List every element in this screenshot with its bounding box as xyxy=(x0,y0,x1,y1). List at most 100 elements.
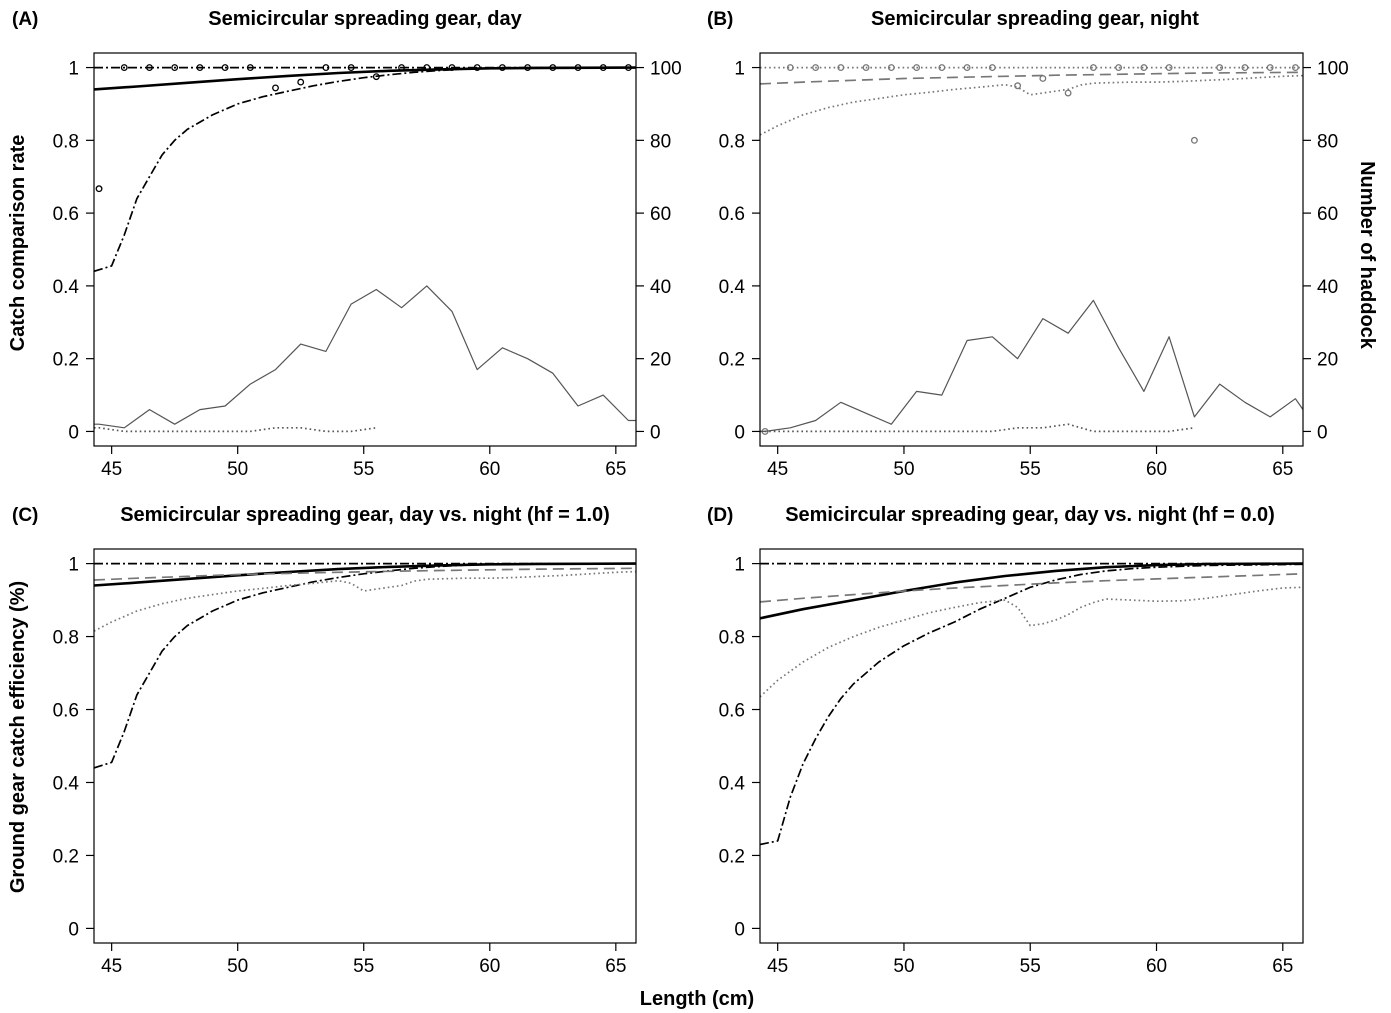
y2-tick-label: 0 xyxy=(1317,422,1328,443)
panel-b: 45 50 55 60 65 0 0.2 0.4 0.6 0.8 1 0 20 40 60 80 100 (B) S… xyxy=(707,8,1349,480)
series-group xyxy=(94,64,636,433)
y2-tick-label: 60 xyxy=(1317,204,1338,225)
series-line-4 xyxy=(94,285,636,429)
panel-d: 45 50 55 60 65 0 0.2 0.4 0.6 0.8 1 (D) Semicircular … xyxy=(707,504,1304,977)
y2-tick-label: 100 xyxy=(1317,59,1349,80)
y-tick-label: 0.4 xyxy=(53,773,80,794)
plot-frame xyxy=(93,52,637,447)
data-point xyxy=(347,64,355,72)
x-tick-label: 50 xyxy=(227,459,248,480)
x-tick-label: 65 xyxy=(605,956,626,977)
data-point xyxy=(1216,64,1224,72)
data-point xyxy=(913,64,921,72)
x-tick-label: 55 xyxy=(353,956,374,977)
y-tick-label: 0 xyxy=(734,422,745,443)
y2-tick-label: 100 xyxy=(650,59,682,80)
x-tick-label: 55 xyxy=(1020,956,1041,977)
data-point xyxy=(95,185,103,193)
x-tick-label: 65 xyxy=(1272,956,1293,977)
series-group xyxy=(760,64,1303,435)
y2-tick-label: 80 xyxy=(1317,131,1338,152)
y-tick-label: 0.6 xyxy=(719,701,745,722)
x-tick-label: 65 xyxy=(605,459,626,480)
data-point xyxy=(938,64,946,72)
y-axis-label-top-right: Number of haddock xyxy=(1356,161,1378,350)
data-point xyxy=(549,64,557,72)
data-point xyxy=(221,64,229,72)
data-point xyxy=(599,64,607,72)
y-tick-label: 0.2 xyxy=(53,846,79,867)
x-tick-label: 50 xyxy=(893,956,914,977)
data-point xyxy=(1165,64,1173,72)
series-group xyxy=(94,562,636,769)
data-point xyxy=(837,64,845,72)
y-tick-label: 0 xyxy=(734,919,745,940)
panel-label: (C) xyxy=(12,505,38,526)
series-line-0 xyxy=(760,562,1303,620)
x-tick-label: 65 xyxy=(1272,459,1293,480)
x-tick-label: 45 xyxy=(767,956,788,977)
data-point xyxy=(120,64,128,72)
data-point xyxy=(1089,64,1097,72)
panel-c: 45 50 55 60 65 0 0.2 0.4 0.6 0.8 1 (C) Semicircular … xyxy=(12,504,637,977)
data-point xyxy=(246,64,254,72)
x-tick-label: 45 xyxy=(767,459,788,480)
y-tick-label: 0.6 xyxy=(53,204,79,225)
data-point xyxy=(1291,64,1299,72)
y-tick-label: 0.8 xyxy=(53,628,79,649)
data-point xyxy=(1266,64,1274,72)
data-point xyxy=(498,64,506,72)
y2-tick-label: 20 xyxy=(650,350,671,371)
panel-title: Semicircular spreading gear, day vs. nig… xyxy=(785,504,1275,526)
y-tick-label: 0.8 xyxy=(719,131,745,152)
panel-label: (B) xyxy=(707,9,733,30)
x-tick-label: 60 xyxy=(1146,956,1167,977)
data-point xyxy=(624,64,632,72)
data-point xyxy=(1190,136,1198,144)
plot-frame xyxy=(759,548,1304,944)
data-point xyxy=(272,84,279,92)
series-line-1 xyxy=(760,74,1303,136)
series-line-3 xyxy=(760,572,1303,603)
y-tick-label: 0.6 xyxy=(719,204,745,225)
data-point xyxy=(786,64,794,72)
y2-tick-label: 80 xyxy=(650,131,671,152)
panel-title: Semicircular spreading gear, night xyxy=(871,8,1199,30)
panel-title: Semicircular spreading gear, day vs. nig… xyxy=(120,504,610,526)
series-line-1 xyxy=(94,562,636,769)
y-tick-label: 0.4 xyxy=(719,773,746,794)
series-line-0 xyxy=(760,71,1303,85)
x-tick-label: 60 xyxy=(479,956,500,977)
y-tick-label: 0.8 xyxy=(719,628,745,649)
data-point xyxy=(988,64,996,72)
y2-tick-label: 40 xyxy=(1317,277,1338,298)
plot-frame xyxy=(759,52,1304,447)
data-point xyxy=(1039,75,1047,82)
data-point xyxy=(862,64,870,72)
data-point xyxy=(448,64,456,72)
series-line-1 xyxy=(94,66,636,273)
y2-tick-label: 60 xyxy=(650,204,671,225)
data-point xyxy=(963,64,971,72)
y-tick-label: 0 xyxy=(68,422,79,443)
data-point xyxy=(423,64,431,72)
y-tick-label: 0.6 xyxy=(53,701,79,722)
data-point xyxy=(812,64,820,72)
panel-label: (D) xyxy=(707,505,733,526)
data-point xyxy=(1140,64,1148,72)
y2-tick-label: 0 xyxy=(650,422,661,443)
data-point xyxy=(473,64,481,72)
y-tick-label: 1 xyxy=(734,59,745,80)
plot-frame xyxy=(93,548,637,944)
panel-a: 45 50 55 60 65 0 0.2 0.4 0.6 0.8 1 0 20 40 60 80 100 (A) S… xyxy=(12,8,682,480)
data-point xyxy=(398,64,406,72)
y2-tick-label: 40 xyxy=(650,277,671,298)
series-line-1 xyxy=(760,563,1303,846)
data-point xyxy=(524,64,532,72)
data-point xyxy=(887,64,895,72)
y-tick-label: 0.4 xyxy=(719,277,746,298)
data-point xyxy=(146,64,153,72)
y-axis-label-bottom: Ground gear catch efficiency (%) xyxy=(7,581,29,893)
x-tick-label: 60 xyxy=(1146,459,1167,480)
